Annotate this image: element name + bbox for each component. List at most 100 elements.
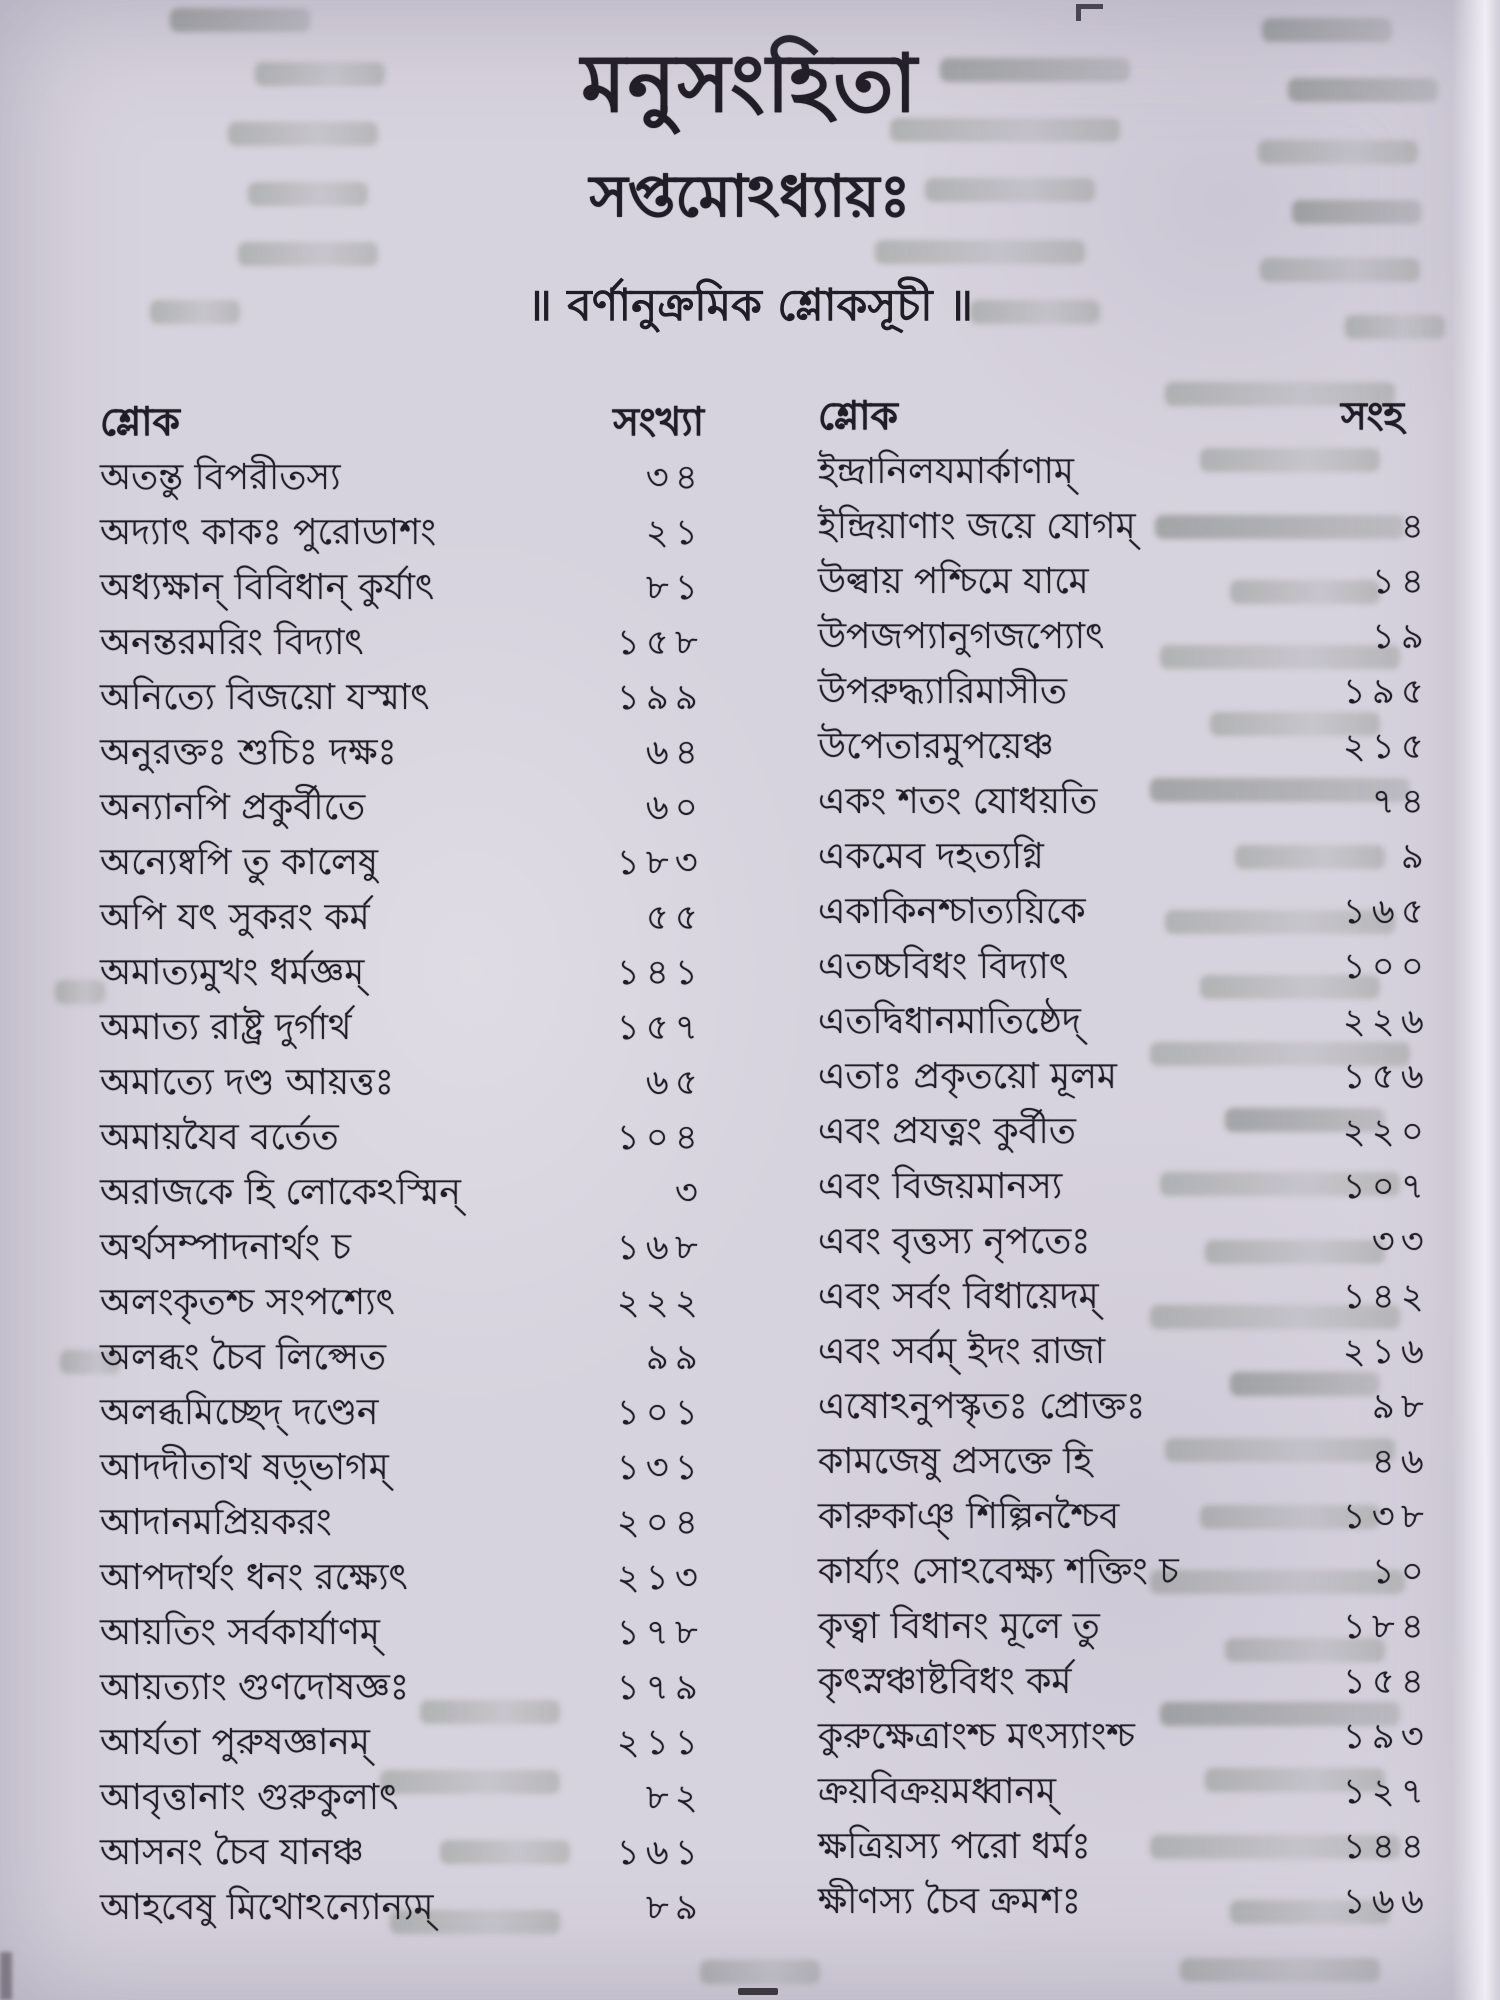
- column-right-rows: ইন্দ্রানিলযমার্কাণাম্ ইন্দ্রিয়াণাং জয়ে…: [818, 444, 1430, 1929]
- verse-number: ৯৯: [645, 1338, 704, 1378]
- verse-number: ৫৫: [645, 898, 704, 938]
- index-row: অলংকৃতশ্চ সংপশ্যেৎ ২২২: [100, 1275, 704, 1330]
- verse-text: অধ্যক্ষান্ বিবিধান্ কুর্যাৎ: [100, 567, 435, 608]
- index-row: অমাত্য রাষ্ট্র দুর্গার্থ ১৫৭: [100, 1000, 704, 1055]
- header-number: সংহ: [1340, 394, 1404, 439]
- verse-number: ২১৫: [1342, 727, 1430, 767]
- index-row: উল্বায় পশ্চিমে যামে ১৪: [818, 554, 1430, 609]
- index-row: ক্রয়বিক্রয়মধ্বানম্ ১২৭: [818, 1764, 1430, 1819]
- verse-text: আদানমপ্রিয়করং: [100, 1502, 332, 1543]
- verse-text: অর্থসম্পাদনার্থং চ: [100, 1227, 351, 1268]
- verse-number: ৬৫: [645, 1063, 704, 1103]
- verse-number: ১৯৫: [1342, 672, 1430, 712]
- bleed-through-line: [55, 980, 105, 1004]
- verse-number: ১৪৪: [1342, 1827, 1430, 1867]
- index-row: অমাত্যমুখং ধর্মজ্ঞম্ ১৪১: [100, 945, 704, 1000]
- verse-number: ৮৯: [645, 1888, 704, 1928]
- verse-number: ১৩১: [616, 1448, 704, 1488]
- index-row: এতচ্চবিধং বিদ্যাৎ ১০০: [818, 939, 1430, 994]
- verse-number: ১৬১: [616, 1833, 704, 1873]
- index-row: কামজেষু প্রসক্তে হি ৪৬: [818, 1434, 1430, 1489]
- index-row: অনিত্যে বিজয়ো যস্মাৎ ১৯৯: [100, 670, 704, 725]
- verse-number: ২২৬: [1342, 1002, 1430, 1042]
- verse-text: আবৃত্তানাং গুরুকুলাৎ: [100, 1777, 399, 1818]
- verse-text: ক্ষীণস্য চৈব ক্রমশঃ: [818, 1881, 1081, 1922]
- verse-text: আদদীতাথ ষড়্ভাগম্: [100, 1447, 389, 1488]
- index-row: ক্ষত্রিয়স্য পরো ধর্মঃ ১৪৪: [818, 1819, 1430, 1874]
- index-row: ইন্দ্রানিলযমার্কাণাম্: [818, 444, 1430, 499]
- verse-number: ১৪১: [616, 953, 704, 993]
- index-row: আপদার্থং ধনং রক্ষ্যেৎ ২১৩: [100, 1550, 704, 1605]
- verse-number: ১০০: [1342, 947, 1430, 987]
- verse-number: ১০১: [616, 1393, 704, 1433]
- verse-text: আহবেষু মিথোঽন্যোন্যম্: [100, 1887, 434, 1928]
- index-row: অনন্তরমরিং বিদ্যাৎ ১৫৮: [100, 615, 704, 670]
- verse-number: ১৪২: [1342, 1277, 1430, 1317]
- verse-text: এবং প্রযত্নং কুর্বীত: [818, 1111, 1076, 1152]
- bleed-through-line: [700, 1960, 820, 1984]
- verse-number: ১৬৬: [1342, 1882, 1430, 1922]
- verse-number: ২১৩: [616, 1558, 704, 1598]
- verse-text: অলংকৃতশ্চ সংপশ্যেৎ: [100, 1282, 395, 1323]
- verse-text: আয়তিং সর্বকার্যাণম্: [100, 1612, 380, 1653]
- index-row: অদ্যাৎ কাকঃ পুরোডাশং ২১: [100, 505, 704, 560]
- verse-text: ইন্দ্রিয়াণাং জয়ে যোগম্: [818, 506, 1136, 547]
- verse-text: একং শতং যোধয়তি: [818, 781, 1098, 822]
- verse-text: অমায়যৈব বর্তেত: [100, 1117, 339, 1158]
- verse-text: এবং সর্বং বিধায়েদম্: [818, 1276, 1099, 1317]
- column-left-header: শ্লোক সংখ্যা: [100, 392, 704, 450]
- verse-text: অনুরক্তঃ শুচিঃ দক্ষঃ: [100, 732, 397, 773]
- index-column-left: শ্লোক সংখ্যা অতন্তু বিপরীতস্য ৩৪ অদ্যাৎ …: [100, 392, 704, 1935]
- verse-text: আর্যতা পুরুষজ্ঞানম্: [100, 1722, 370, 1763]
- chapter-heading: সপ্তমোঽধ্যায়ঃ: [589, 162, 911, 230]
- index-row: অনুরক্তঃ শুচিঃ দক্ষঃ ৬৪: [100, 725, 704, 780]
- verse-text: অরাজকে হি লোকেঽস্মিন্: [100, 1172, 461, 1213]
- verse-number: ১৮৪: [1342, 1607, 1430, 1647]
- verse-number: ১০৪: [616, 1118, 704, 1158]
- verse-text: আপদার্থং ধনং রক্ষ্যেৎ: [100, 1557, 408, 1598]
- verse-number: ১৫৮: [616, 623, 704, 663]
- verse-text: ইন্দ্রানিলযমার্কাণাম্: [818, 451, 1074, 492]
- verse-text: অলব্ধমিচ্ছেদ্ দণ্ডেন: [100, 1392, 379, 1433]
- index-row: আসনং চৈব যানঞ্চ ১৬১: [100, 1825, 704, 1880]
- bleed-through-line: [1180, 1958, 1380, 1982]
- verse-number: ৬০: [645, 788, 704, 828]
- verse-number: ২০৪: [616, 1503, 704, 1543]
- index-row: এতাঃ প্রকৃতয়ো মূলম ১৫৬: [818, 1049, 1430, 1104]
- verse-text: অনন্তরমরিং বিদ্যাৎ: [100, 622, 364, 663]
- index-row: অলব্ধমিচ্ছেদ্ দণ্ডেন ১০১: [100, 1385, 704, 1440]
- index-row: এবং বিজয়মানস্য ১০৭: [818, 1159, 1430, 1214]
- verse-text: কুরুক্ষেত্রাংশ্চ মৎস্যাংশ্চ: [818, 1716, 1135, 1757]
- index-row: এতদ্বিধানমাতিষ্ঠেদ্ ২২৬: [818, 994, 1430, 1049]
- verse-number: ১৯: [1371, 617, 1430, 657]
- verse-text: কারুকাঞ্ শিল্পিনশ্চৈব: [818, 1496, 1120, 1537]
- index-row: আয়তিং সর্বকার্যাণম্ ১৭৮: [100, 1605, 704, 1660]
- scan-artifact: [738, 1988, 778, 1995]
- header-shloka: শ্লোক: [100, 400, 180, 445]
- verse-text: ক্ষত্রিয়স্য পরো ধর্মঃ: [818, 1826, 1091, 1867]
- verse-number: ১০: [1371, 1552, 1430, 1592]
- verse-text: উপেতারমুপয়েঞ্চ: [818, 726, 1054, 767]
- index-row: উপরুদ্ধ্যারিমাসীত ১৯৫: [818, 664, 1430, 719]
- index-row: কার্য্যং সোঽবেক্ষ্য শক্তিং চ ১০: [818, 1544, 1430, 1599]
- index-row: কারুকাঞ্ শিল্পিনশ্চৈব ১৩৮: [818, 1489, 1430, 1544]
- verse-text: আসনং চৈব যানঞ্চ: [100, 1832, 364, 1873]
- verse-text: অমাত্যমুখং ধর্মজ্ঞম্: [100, 952, 365, 993]
- index-row: অলব্ধং চৈব লিপ্সেত ৯৯: [100, 1330, 704, 1385]
- verse-text: উল্বায় পশ্চিমে যামে: [818, 561, 1089, 602]
- header-shloka: শ্লোক: [818, 394, 898, 439]
- verse-number: ১২৭: [1342, 1772, 1430, 1812]
- verse-text: এতদ্বিধানমাতিষ্ঠেদ্: [818, 1001, 1081, 1042]
- verse-number: ৪৬: [1371, 1442, 1430, 1482]
- index-row: আহবেষু মিথোঽন্যোন্যম্ ৮৯: [100, 1880, 704, 1935]
- verse-number: ১৫৬: [1342, 1057, 1430, 1097]
- verse-number: ১৪: [1371, 562, 1430, 602]
- verse-number: ২১: [645, 513, 704, 553]
- verse-text: অলব্ধং চৈব লিপ্সেত: [100, 1337, 387, 1378]
- verse-number: ৩৩: [1371, 1222, 1430, 1262]
- index-row: কুরুক্ষেত্রাংশ্চ মৎস্যাংশ্চ ১৯৩: [818, 1709, 1430, 1764]
- verse-number: ১৭৯: [616, 1668, 704, 1708]
- verse-text: এতচ্চবিধং বিদ্যাৎ: [818, 946, 1069, 987]
- index-row: উপেতারমুপয়েঞ্চ ২১৫: [818, 719, 1430, 774]
